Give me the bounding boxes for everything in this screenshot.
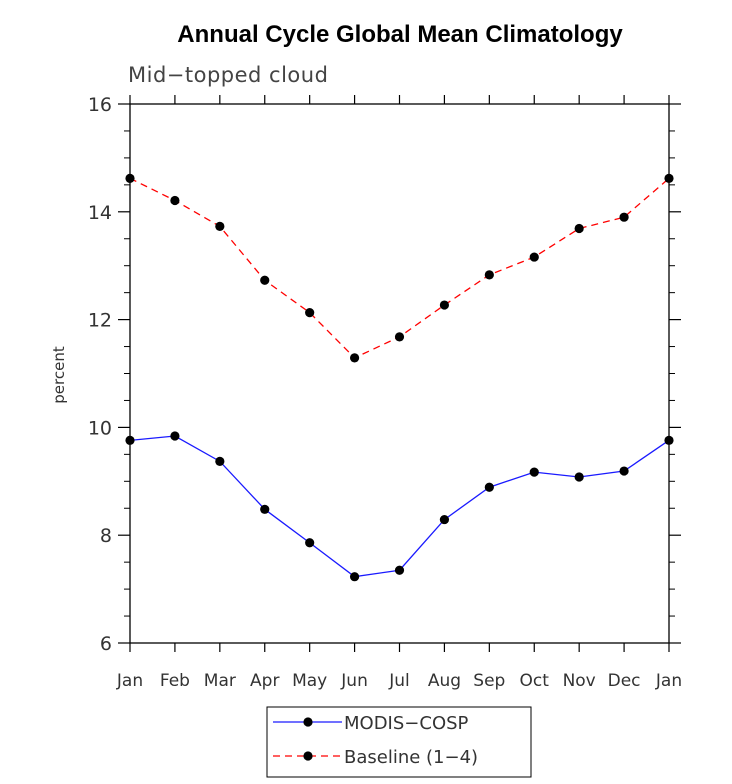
x-tick-label: Jun: [340, 671, 368, 691]
y-tick-label: 14: [88, 202, 112, 224]
x-tick-label: Feb: [160, 671, 190, 691]
series-modis-cosp: [125, 431, 674, 582]
x-tick-label: Aug: [428, 671, 461, 691]
x-tick-label: Apr: [250, 671, 279, 691]
x-tick-label: Jan: [116, 671, 143, 691]
chart-subtitle: Mid−topped cloud: [128, 63, 328, 87]
data-point: [170, 195, 180, 206]
data-point: [664, 435, 674, 445]
data-point: [260, 504, 270, 514]
data-point: [125, 173, 135, 183]
x-tick-label: Oct: [520, 671, 550, 691]
data-point: [484, 270, 494, 280]
y-tick-label: 8: [100, 525, 112, 547]
x-tick-label: Mar: [204, 671, 236, 691]
data-point: [664, 173, 674, 183]
x-tick-labels: Jan Feb Mar Apr May Jun Jul Aug Sep Oct Nov Dec Jan: [116, 671, 682, 691]
x-tick-label: May: [292, 671, 327, 691]
data-point: [125, 435, 135, 445]
x-tick-label: Dec: [608, 671, 641, 691]
legend-label-baseline: Baseline (1−4): [344, 747, 478, 768]
data-point: [529, 467, 539, 477]
data-point: [439, 514, 450, 525]
data-point: [349, 572, 360, 582]
plot-frame: [129, 103, 670, 644]
x-tick-label: Jul: [388, 671, 410, 691]
data-point: [619, 212, 629, 222]
axis-ticks: [118, 95, 681, 652]
data-point: [529, 252, 539, 262]
y-tick-label: 16: [88, 94, 112, 116]
data-point: [215, 221, 225, 231]
data-point: [574, 223, 584, 234]
series-baseline: [125, 173, 674, 363]
data-point: [484, 482, 494, 492]
data-point: [305, 538, 315, 548]
y-axis-label: percent: [50, 346, 68, 404]
series-line: [129, 435, 670, 578]
series-line: [129, 177, 670, 359]
data-point: [394, 565, 405, 575]
y-tick-label: 12: [88, 310, 112, 332]
data-point: [260, 275, 270, 285]
x-tick-label: Jan: [655, 671, 682, 691]
data-point: [574, 472, 584, 482]
data-point: [215, 456, 225, 466]
data-point: [170, 431, 180, 441]
y-tick-label: 10: [88, 417, 112, 439]
legend-marker-modis: [303, 717, 313, 727]
data-point: [439, 300, 450, 310]
y-tick-labels: 6 8 10 12 14 16: [88, 94, 112, 655]
legend-marker-baseline: [303, 751, 313, 761]
series-layer: [125, 173, 674, 582]
chart-title: Annual Cycle Global Mean Climatology: [177, 21, 623, 48]
data-point: [349, 353, 360, 363]
x-tick-label: Nov: [563, 671, 596, 691]
data-point: [394, 332, 405, 342]
data-point: [619, 466, 629, 476]
x-tick-label: Sep: [473, 671, 505, 691]
y-tick-label: 6: [100, 633, 112, 655]
data-point: [305, 307, 315, 318]
legend: MODIS−COSP Baseline (1−4): [266, 706, 532, 778]
legend-label-modis: MODIS−COSP: [344, 713, 469, 734]
